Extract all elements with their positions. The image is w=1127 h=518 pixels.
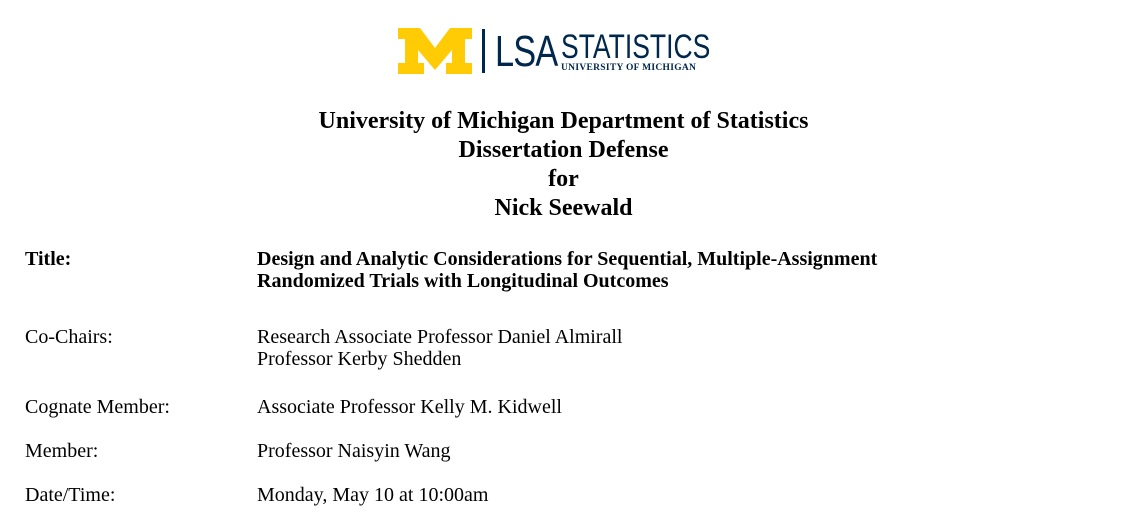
lsa-statistics-logo: LSA STATISTICS UNIVERSITY OF MICHIGAN xyxy=(398,26,721,76)
logo-department: STATISTICS xyxy=(561,28,711,66)
title-value: Design and Analytic Considerations for S… xyxy=(257,248,1097,292)
logo-right: STATISTICS UNIVERSITY OF MICHIGAN xyxy=(561,28,721,74)
date-time-label: Date/Time: xyxy=(25,484,116,506)
logo-lsa: LSA xyxy=(495,27,558,76)
cognate-member-value: Associate Professor Kelly M. Kidwell xyxy=(257,396,562,418)
heading-candidate: Nick Seewald xyxy=(494,195,633,221)
title-value-line1: Design and Analytic Considerations for S… xyxy=(257,248,878,270)
date-time-value: Monday, May 10 at 10:00am xyxy=(257,484,489,506)
co-chair-1: Research Associate Professor Daniel Almi… xyxy=(257,326,623,348)
heading-event: Dissertation Defense xyxy=(458,137,669,163)
logo-divider xyxy=(482,29,485,73)
member-value: Professor Naisyin Wang xyxy=(257,440,451,462)
heading-for: for xyxy=(548,166,579,192)
co-chairs-label: Co-Chairs: xyxy=(25,326,113,348)
cognate-member-label: Cognate Member: xyxy=(25,396,170,418)
title-value-line2: Randomized Trials with Longitudinal Outc… xyxy=(257,270,669,292)
announcement-heading: University of Michigan Department of Sta… xyxy=(0,107,1127,223)
logo-text: LSA STATISTICS UNIVERSITY OF MICHIGAN xyxy=(495,28,721,74)
logo-university: UNIVERSITY OF MICHIGAN xyxy=(561,63,697,73)
co-chair-2: Professor Kerby Shedden xyxy=(257,348,462,370)
co-chairs-value: Research Associate Professor Daniel Almi… xyxy=(257,326,1097,370)
member-label: Member: xyxy=(25,440,99,462)
block-m-icon xyxy=(398,28,472,74)
heading-department: University of Michigan Department of Sta… xyxy=(318,108,809,134)
title-label: Title: xyxy=(25,248,72,270)
